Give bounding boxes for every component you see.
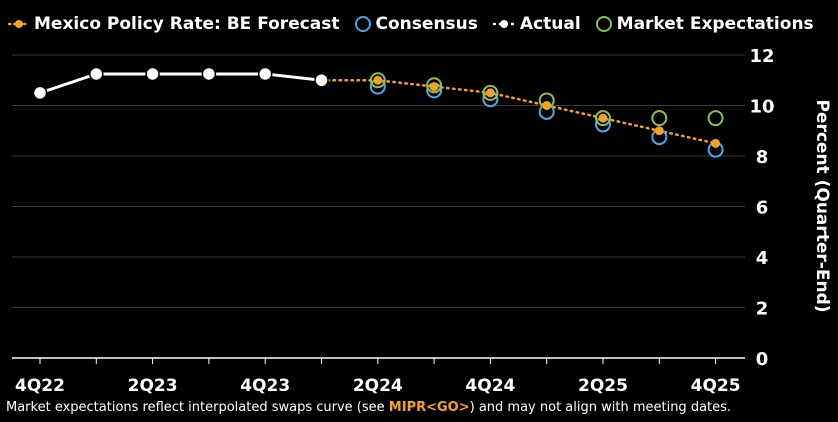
x-axis: 4Q22 2Q23 4Q23 2Q24 4Q24 2Q25 4Q25 [12, 357, 745, 396]
market-legend-icon [595, 16, 612, 32]
footnote-prefix: Market expectations reflect interpolated… [6, 400, 389, 415]
y-tick-label: 8 [756, 147, 769, 168]
footnote-function-code[interactable]: MIPR<GO> [388, 400, 470, 415]
actual-point [145, 66, 160, 82]
forecast-point [598, 113, 608, 123]
legend-item-consensus[interactable]: Consensus [354, 14, 478, 34]
market-expectation-point [651, 110, 668, 127]
actual-line [39, 72, 322, 95]
x-tick-label: 2Q25 [578, 376, 628, 396]
legend-label-forecast: Mexico Policy Rate: BE Forecast [34, 14, 340, 34]
y-tick-label: 12 [749, 46, 774, 67]
forecast-point [654, 126, 664, 136]
market-expectation-point [426, 77, 443, 94]
forecast-point [711, 138, 721, 148]
legend-label-consensus: Consensus [375, 14, 478, 34]
legend-label-actual: Actual [519, 14, 581, 34]
series-marks [32, 66, 724, 158]
x-tick-label: 2Q23 [128, 376, 178, 396]
y-tick-label: 10 [749, 97, 774, 118]
forecast-line [320, 79, 717, 145]
actual-point [89, 66, 104, 82]
legend-item-actual[interactable]: Actual [492, 14, 581, 34]
legend-label-market: Market Expectations [616, 14, 814, 34]
forecast-point [429, 82, 439, 92]
x-tick-label: 4Q22 [15, 376, 65, 396]
y-tick-label: 6 [756, 198, 769, 219]
x-tick-label: 4Q25 [691, 376, 741, 396]
footnote-suffix: ) and may not align with meeting dates. [469, 400, 732, 415]
x-tick-label: 4Q24 [465, 376, 515, 396]
market-expectation-point [482, 84, 499, 101]
y-tick-label: 0 [756, 349, 769, 370]
forecast-point [485, 88, 495, 98]
consensus-legend-icon [354, 16, 371, 32]
market-expectation-point [595, 110, 611, 127]
x-tick-label: 2Q24 [353, 376, 403, 396]
legend: Mexico Policy Rate: BE Forecast Consensu… [8, 14, 828, 34]
x-tick-label: 4Q23 [240, 376, 290, 396]
actual-point [257, 66, 273, 82]
y-tick-label: 4 [756, 248, 769, 269]
y-axis-label: Percent (Quarter-End) [812, 99, 832, 313]
legend-item-market[interactable]: Market Expectations [595, 14, 814, 34]
actual-point [314, 73, 329, 88]
footnote: Market expectations reflect interpolated… [6, 400, 731, 415]
market-expectation-point [369, 72, 386, 89]
y-tick-label: 2 [756, 299, 769, 320]
forecast-legend-icon [8, 20, 30, 28]
forecast-point [373, 75, 383, 85]
actual-point [201, 66, 217, 82]
actual-legend-icon [492, 20, 515, 28]
grid-lines [12, 54, 745, 308]
legend-item-forecast[interactable]: Mexico Policy Rate: BE Forecast [8, 14, 340, 34]
y-axis-ticks: 0 2 4 6 8 10 12 [749, 46, 774, 370]
market-expectation-point [707, 110, 724, 127]
actual-point [32, 85, 48, 101]
forecast-point [542, 101, 552, 110]
